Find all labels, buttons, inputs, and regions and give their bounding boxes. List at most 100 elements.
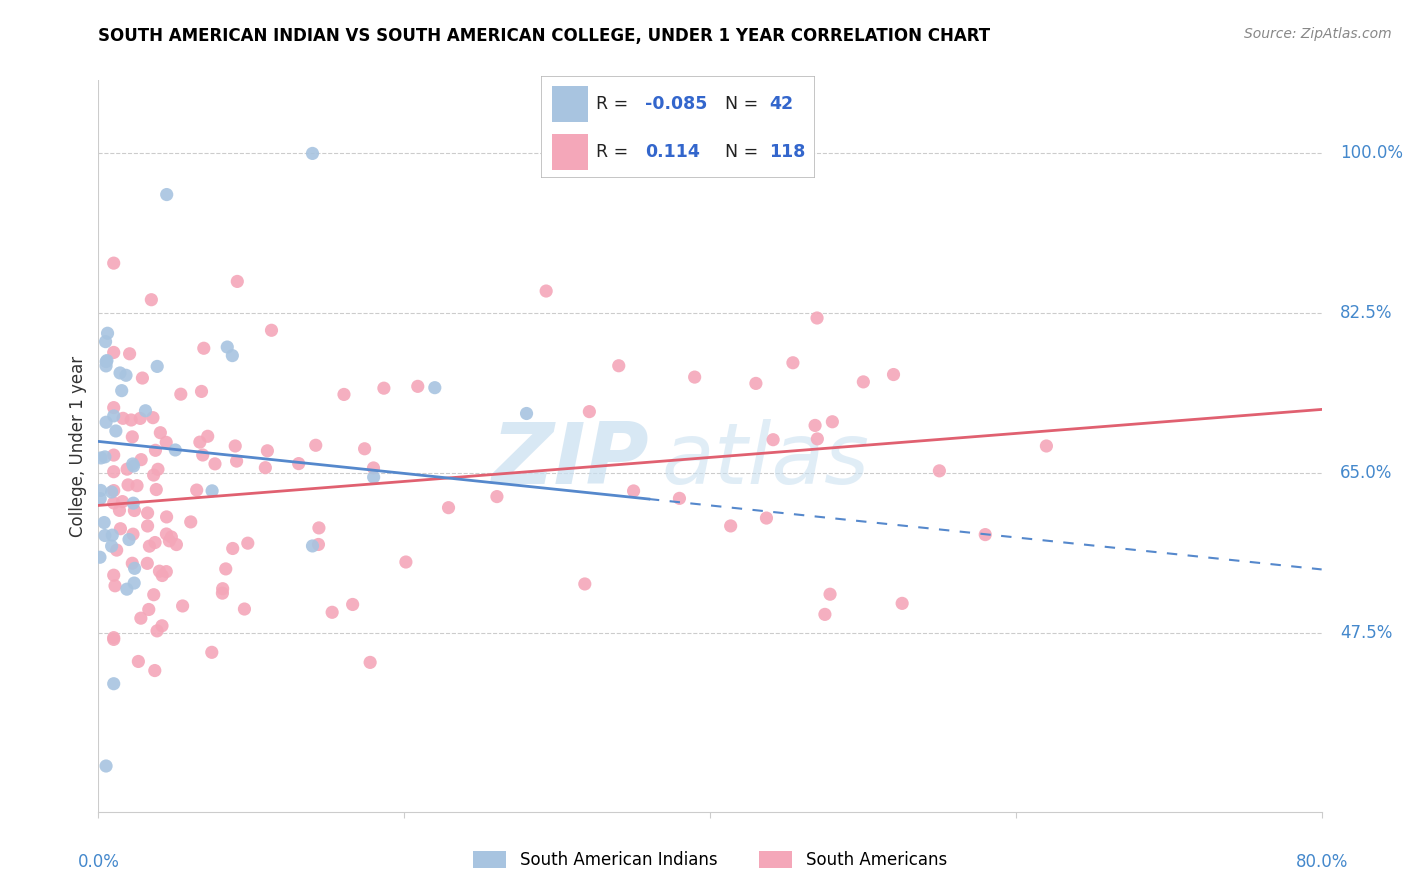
Point	[852, 375, 875, 389]
Point	[224, 439, 246, 453]
Point	[127, 655, 149, 669]
Point	[122, 459, 145, 474]
Point	[146, 462, 169, 476]
Point	[745, 376, 768, 391]
Point	[928, 464, 950, 478]
Point	[125, 479, 148, 493]
Point	[211, 586, 233, 600]
Point	[136, 557, 159, 571]
Point	[124, 503, 146, 517]
Point	[321, 605, 343, 619]
Point	[193, 341, 215, 355]
Point	[115, 368, 138, 383]
Point	[129, 452, 152, 467]
Point	[720, 519, 742, 533]
Point	[406, 379, 429, 393]
Point	[165, 537, 187, 551]
Point	[342, 598, 364, 612]
Point	[110, 522, 132, 536]
Point	[155, 565, 177, 579]
Point	[333, 387, 356, 401]
Point	[90, 483, 112, 498]
Point	[96, 354, 118, 368]
Point	[122, 527, 145, 541]
Point	[755, 511, 778, 525]
Text: atlas: atlas	[661, 419, 869, 502]
Point	[100, 539, 122, 553]
Point	[94, 528, 117, 542]
Point	[437, 500, 460, 515]
Point	[308, 521, 330, 535]
Point	[156, 187, 179, 202]
Point	[89, 550, 111, 565]
Point	[120, 413, 142, 427]
Text: 42: 42	[769, 95, 793, 113]
Point	[806, 432, 828, 446]
Text: 82.5%: 82.5%	[1340, 304, 1392, 322]
Point	[818, 587, 841, 601]
Point	[93, 516, 115, 530]
Point	[762, 433, 785, 447]
Point	[138, 602, 160, 616]
Point	[170, 387, 193, 401]
Point	[974, 527, 997, 541]
Point	[145, 483, 167, 497]
Point	[141, 293, 163, 307]
Point	[142, 410, 165, 425]
Point	[89, 491, 111, 506]
Point	[103, 483, 125, 498]
Point	[353, 442, 375, 456]
Point	[103, 401, 125, 415]
Point	[105, 543, 128, 558]
Text: -0.085: -0.085	[645, 95, 707, 113]
Point	[215, 562, 238, 576]
Point	[150, 568, 173, 582]
Point	[804, 418, 827, 433]
Text: 118: 118	[769, 144, 806, 161]
Point	[204, 457, 226, 471]
Point	[217, 340, 239, 354]
Point	[305, 438, 328, 452]
Point	[108, 366, 131, 380]
Point	[516, 407, 538, 421]
Point	[211, 582, 233, 596]
Point	[423, 381, 446, 395]
FancyBboxPatch shape	[541, 76, 815, 178]
Point	[94, 359, 117, 373]
Point	[363, 461, 385, 475]
Point	[118, 533, 141, 547]
Point	[221, 349, 243, 363]
Point	[160, 530, 183, 544]
Point	[668, 491, 690, 506]
Point	[225, 454, 247, 468]
Point	[623, 483, 645, 498]
Point	[129, 411, 152, 425]
Point	[254, 460, 277, 475]
Text: R =: R =	[596, 95, 634, 113]
Point	[138, 539, 160, 553]
Point	[485, 490, 508, 504]
Point	[108, 503, 131, 517]
FancyBboxPatch shape	[553, 87, 588, 122]
Point	[191, 448, 214, 462]
Point	[188, 435, 211, 450]
Point	[574, 577, 596, 591]
Point	[1035, 439, 1057, 453]
Point	[155, 435, 177, 450]
Text: 100.0%: 100.0%	[1340, 145, 1403, 162]
Point	[821, 415, 844, 429]
Point	[94, 334, 117, 349]
Point	[103, 568, 125, 582]
Point	[226, 275, 249, 289]
Point	[111, 384, 134, 398]
Text: N =: N =	[725, 95, 763, 113]
Point	[143, 535, 166, 549]
Point	[115, 582, 138, 596]
Point	[201, 645, 224, 659]
Text: R =: R =	[596, 144, 634, 161]
Point	[103, 465, 125, 479]
Point	[146, 624, 169, 638]
Y-axis label: College, Under 1 year: College, Under 1 year	[69, 355, 87, 537]
Text: 0.114: 0.114	[645, 144, 700, 161]
Point	[96, 326, 118, 341]
